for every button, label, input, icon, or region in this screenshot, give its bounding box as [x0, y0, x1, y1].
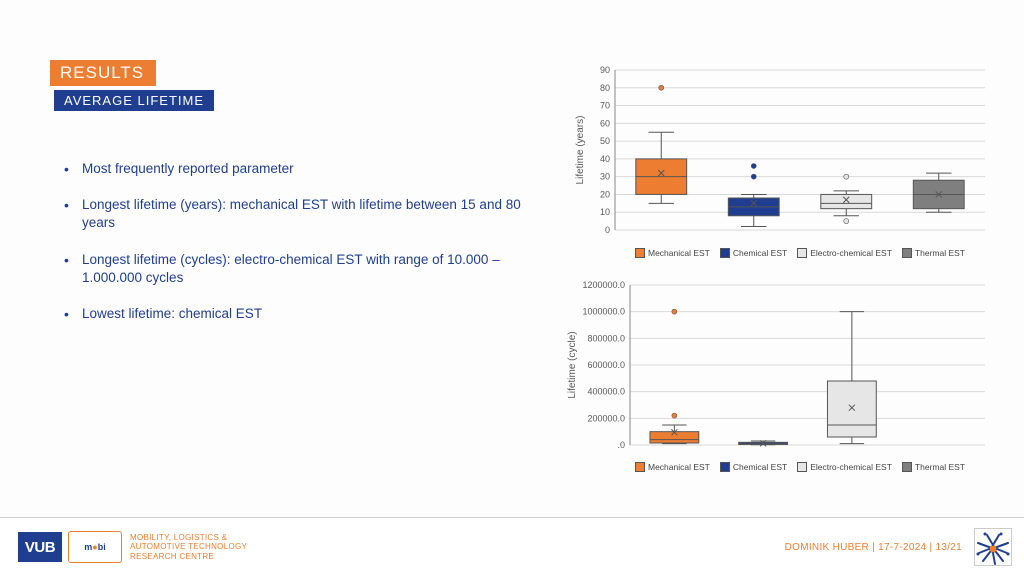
svg-text:Lifetime (cycle): Lifetime (cycle) — [567, 331, 578, 398]
chart-lifetime-years: 0 10 20 30 40 50 60 70 80 90 Lifetime (years) — [560, 60, 1000, 245]
svg-text:Lifetime (years): Lifetime (years) — [575, 116, 586, 185]
svg-text:.0: .0 — [617, 440, 625, 450]
legend-item: Chemical EST — [720, 462, 787, 472]
legend-cycles: Mechanical EST Chemical EST Electro-chemic… — [600, 462, 1000, 472]
legend-item: Mechanical EST — [635, 462, 710, 472]
mobi-logo: m●bi — [68, 531, 122, 563]
legend-item: Electro-chemical EST — [797, 462, 892, 472]
footer: VUB m●bi MOBILITY, LOGISTICS & AUTOMOTIV… — [0, 517, 1024, 576]
bullet-item: Most frequently reported parameter — [60, 160, 530, 178]
mobi-logo-text: m●bi — [84, 542, 105, 552]
footer-credit: DOMINIK HUBER | 17-7-2024 | 13/21 — [785, 542, 962, 553]
mobi-text-line: RESEARCH CENTRE — [130, 552, 247, 561]
svg-text:1000000.0: 1000000.0 — [582, 307, 625, 317]
svg-text:60: 60 — [600, 118, 610, 128]
svg-text:30: 30 — [600, 172, 610, 182]
svg-text:70: 70 — [600, 101, 610, 111]
mobi-text-line: AUTOMOTIVE TECHNOLOGY — [130, 542, 247, 551]
svg-text:90: 90 — [600, 65, 610, 75]
svg-text:800000.0: 800000.0 — [587, 333, 625, 343]
bullet-item: Longest lifetime (years): mechanical EST… — [60, 196, 530, 232]
svg-text:400000.0: 400000.0 — [587, 387, 625, 397]
footer-right: DOMINIK HUBER | 17-7-2024 | 13/21 — [785, 528, 1012, 566]
results-tag: RESULTS — [50, 60, 156, 86]
bullet-item: Lowest lifetime: chemical EST — [60, 305, 530, 323]
legend-years: Mechanical EST Chemical EST Electro-chemic… — [600, 248, 1000, 258]
slide: RESULTS AVERAGE LIFETIME Most frequently… — [0, 0, 1024, 576]
bullet-item: Longest lifetime (cycles): electro-chemi… — [60, 251, 530, 287]
mobi-text: MOBILITY, LOGISTICS & AUTOMOTIVE TECHNOL… — [130, 533, 247, 561]
subtitle-tag: AVERAGE LIFETIME — [54, 90, 214, 111]
svg-text:1200000.0: 1200000.0 — [582, 280, 625, 290]
chart-lifetime-cycles: .0 200000.0 400000.0 600000.0 800000.0 100000… — [560, 275, 1000, 460]
bullet-list: Most frequently reported parameter Longe… — [60, 160, 530, 341]
legend-item: Thermal EST — [902, 462, 965, 472]
legend-item: Electro-chemical EST — [797, 248, 892, 258]
legend-item: Chemical EST — [720, 248, 787, 258]
svg-text:0: 0 — [605, 225, 610, 235]
svg-text:40: 40 — [600, 154, 610, 164]
splash-logo — [974, 528, 1012, 566]
svg-text:50: 50 — [600, 136, 610, 146]
svg-text:200000.0: 200000.0 — [587, 413, 625, 423]
legend-item: Mechanical EST — [635, 248, 710, 258]
svg-text:80: 80 — [600, 83, 610, 93]
svg-text:600000.0: 600000.0 — [587, 360, 625, 370]
mobi-text-line: MOBILITY, LOGISTICS & — [130, 533, 247, 542]
svg-text:10: 10 — [600, 207, 610, 217]
vub-logo: VUB — [18, 532, 62, 562]
svg-text:20: 20 — [600, 189, 610, 199]
legend-item: Thermal EST — [902, 248, 965, 258]
